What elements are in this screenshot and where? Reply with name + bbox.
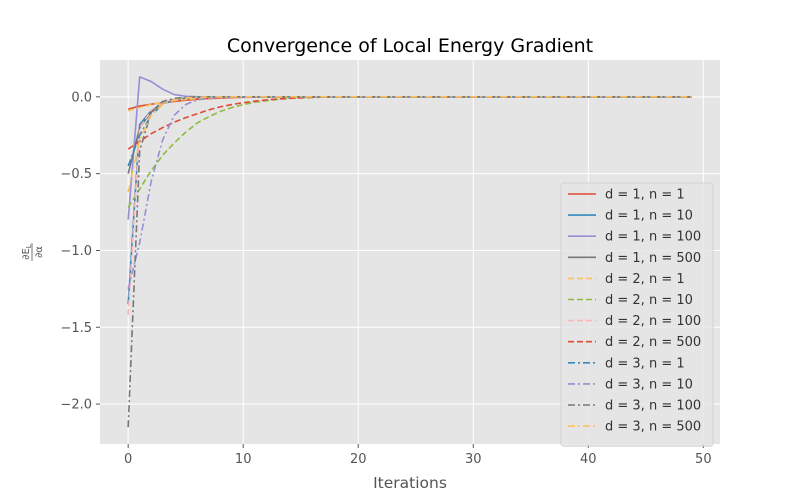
- legend-label: d = 2, n = 500: [605, 335, 701, 350]
- x-axis-ticks: 0 10 20 30 40 50: [124, 444, 712, 467]
- y-axis-ticks: −2.0 −1.5 −1.0 −0.5 0.0: [60, 90, 100, 413]
- legend-label: d = 1, n = 500: [605, 251, 701, 266]
- legend-label: d = 3, n = 1: [605, 356, 685, 371]
- legend-label: d = 3, n = 100: [605, 399, 701, 414]
- legend: d = 1, n = 1 d = 1, n = 10 d = 1, n = 100 d…: [560, 182, 714, 447]
- legend-label: d = 1, n = 1: [605, 188, 685, 203]
- x-tick-label: 50: [695, 452, 712, 467]
- y-tick-label: −2.0: [60, 398, 92, 413]
- y-label-denominator: ∂α: [34, 246, 45, 258]
- legend-label: d = 1, n = 100: [605, 230, 701, 245]
- y-tick-label: 0.0: [71, 90, 92, 105]
- legend-label: d = 2, n = 100: [605, 314, 701, 329]
- legend-label: d = 2, n = 1: [605, 272, 685, 287]
- legend-label: d = 3, n = 10: [605, 377, 693, 392]
- legend-box: [560, 182, 714, 447]
- y-tick-label: −1.0: [60, 244, 92, 259]
- y-tick-label: −1.5: [60, 321, 92, 336]
- chart-title: Convergence of Local Energy Gradient: [227, 35, 593, 57]
- x-tick-label: 20: [350, 452, 367, 467]
- legend-label: d = 3, n = 500: [605, 420, 701, 435]
- x-axis-label: Iterations: [373, 474, 447, 492]
- series-line-12: [127, 96, 692, 193]
- x-tick-label: 10: [235, 452, 252, 467]
- x-tick-label: 40: [580, 452, 597, 467]
- series-layer: [127, 76, 692, 428]
- legend-label: d = 2, n = 10: [605, 293, 693, 308]
- x-tick-label: 30: [465, 452, 482, 467]
- x-tick-label: 0: [124, 452, 132, 467]
- y-tick-label: −0.5: [60, 167, 92, 182]
- legend-label: d = 1, n = 10: [605, 209, 693, 224]
